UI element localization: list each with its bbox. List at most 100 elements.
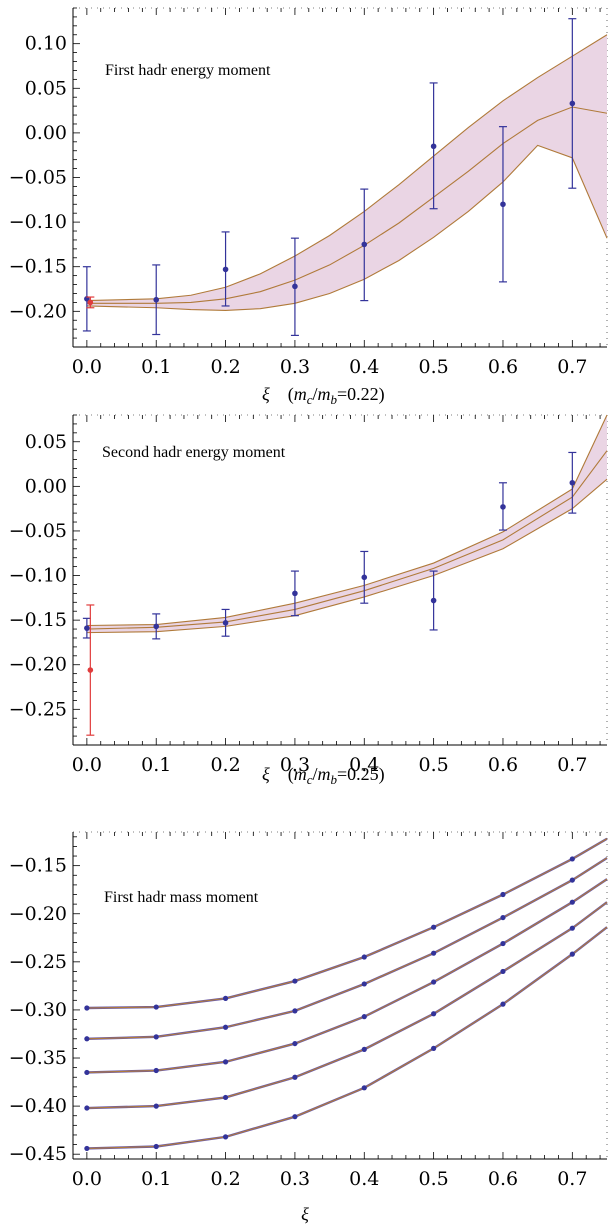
data-point — [431, 924, 437, 930]
y-tick-label: 0.05 — [25, 431, 67, 453]
x-tick-label: 0.3 — [280, 356, 310, 378]
data-point — [569, 925, 575, 931]
data-point — [222, 1134, 229, 1140]
data-point — [84, 1069, 90, 1076]
x-tick-label: 0.7 — [557, 754, 587, 776]
data-point — [569, 856, 575, 862]
curve-1-shadow — [86, 856, 608, 1040]
band-lower-line — [86, 478, 608, 634]
data-point — [222, 266, 229, 273]
x-axis-label: ξ (mc/mb=0.22) — [262, 384, 385, 407]
panel-first-hadr-mass-moment: 0.0 0.1 0.2 0.3 0.4 0.5 0.6 0.7 −0.15 −0.20 −0.25 −… — [9, 831, 608, 1224]
data-point — [500, 201, 506, 208]
y-tick-label: −0.20 — [9, 903, 67, 925]
data-point — [292, 590, 298, 597]
data-point — [153, 1103, 159, 1109]
frame — [72, 414, 608, 746]
y-tick-label: −0.05 — [9, 167, 67, 189]
data-point — [153, 1143, 159, 1150]
data-point — [292, 283, 298, 290]
panel-second-hadr-energy-moment: 0.0 0.1 0.2 0.3 0.4 0.5 0.6 0.7 0.05 0.00 −0.05 −0.… — [9, 414, 608, 787]
data-point — [222, 1059, 229, 1065]
y-tick-label: −0.45 — [9, 1143, 67, 1165]
x-axis-label: ξ — [301, 1204, 309, 1224]
data-point — [153, 623, 160, 630]
x-tick-label: 0.6 — [488, 1168, 518, 1190]
data-point — [153, 296, 160, 303]
data-point — [222, 995, 229, 1001]
data-point — [500, 504, 506, 510]
y-tick-label: −0.20 — [9, 300, 67, 322]
data-point — [84, 1036, 90, 1042]
data-point — [500, 914, 506, 921]
data-point — [431, 1045, 437, 1051]
x-tick-label: 0.5 — [419, 356, 449, 378]
data-point — [84, 1145, 90, 1152]
data-point — [153, 1034, 159, 1040]
curve-2 — [86, 878, 608, 1073]
curve-4 — [86, 926, 608, 1149]
data-point — [500, 1001, 506, 1007]
panel-title: First hadr mass moment — [104, 889, 259, 906]
data-point — [292, 1008, 298, 1014]
x-tick-label: 0.1 — [141, 754, 171, 776]
x-tick-label: 0.0 — [72, 356, 102, 378]
y-tick-label: −0.15 — [9, 256, 67, 278]
data-point — [500, 891, 506, 898]
y-tick-label: 0.00 — [25, 475, 67, 497]
data-point — [361, 574, 368, 581]
x-tick-label: 0.6 — [488, 356, 518, 378]
data-point — [361, 1085, 367, 1091]
data-point — [500, 940, 506, 947]
data-point — [569, 479, 576, 486]
x-tick-label: 0.0 — [72, 1168, 102, 1190]
y-tick-label: −0.15 — [9, 855, 67, 877]
data-point — [361, 1014, 367, 1020]
data-point — [569, 100, 576, 107]
data-point — [87, 299, 94, 306]
x-tick-label: 0.3 — [280, 1168, 310, 1190]
data-point — [361, 981, 367, 987]
data-point — [569, 951, 575, 957]
y-tick-label: −0.25 — [9, 698, 67, 720]
y-tick-label: −0.20 — [9, 654, 67, 676]
x-tick-label: 0.6 — [488, 754, 518, 776]
data-point — [222, 1094, 229, 1101]
x-tick-label: 0.5 — [419, 754, 449, 776]
x-tick-label: 0.5 — [419, 1168, 449, 1190]
data-point — [153, 1067, 159, 1074]
data-point — [430, 597, 437, 604]
data-point — [292, 978, 298, 984]
curve-0-shadow — [86, 837, 608, 1010]
data-point — [569, 899, 575, 905]
data-point — [292, 1074, 298, 1080]
y-tick-label: −0.30 — [9, 999, 67, 1021]
y-tick-label: 0.10 — [25, 33, 67, 55]
panel-title: First hadr energy moment — [105, 62, 271, 79]
band-center-line — [86, 450, 608, 630]
curve-2-shadow — [86, 878, 608, 1074]
x-axis-label: ξ (mc/mb=0.25) — [262, 764, 385, 787]
y-tick-label: −0.35 — [9, 1047, 67, 1069]
data-point — [431, 950, 437, 956]
data-point — [87, 667, 94, 673]
panel-first-hadr-energy-moment: 0.0 0.1 0.2 0.3 0.4 0.5 0.6 0.7 0.10 0.05 0.00 −0.0… — [9, 7, 608, 407]
curve-1 — [86, 857, 608, 1040]
x-tick-label: 0.1 — [141, 1168, 171, 1190]
y-tick-label: −0.40 — [9, 1095, 67, 1117]
y-tick-label: −0.25 — [9, 951, 67, 973]
x-tick-label: 0.7 — [557, 1168, 587, 1190]
x-tick-label: 0.2 — [210, 754, 240, 776]
data-point — [431, 1011, 437, 1017]
data-point — [222, 620, 229, 626]
y-tick-label: 0.00 — [25, 122, 67, 144]
curve-4-shadow — [86, 926, 608, 1150]
y-tick-label: 0.05 — [25, 77, 67, 99]
data-point — [153, 1004, 159, 1010]
curve-0 — [86, 838, 608, 1009]
x-tick-label: 0.2 — [210, 356, 240, 378]
data-point — [500, 968, 506, 975]
x-tick-label: 0.1 — [141, 356, 171, 378]
data-point — [84, 625, 90, 631]
